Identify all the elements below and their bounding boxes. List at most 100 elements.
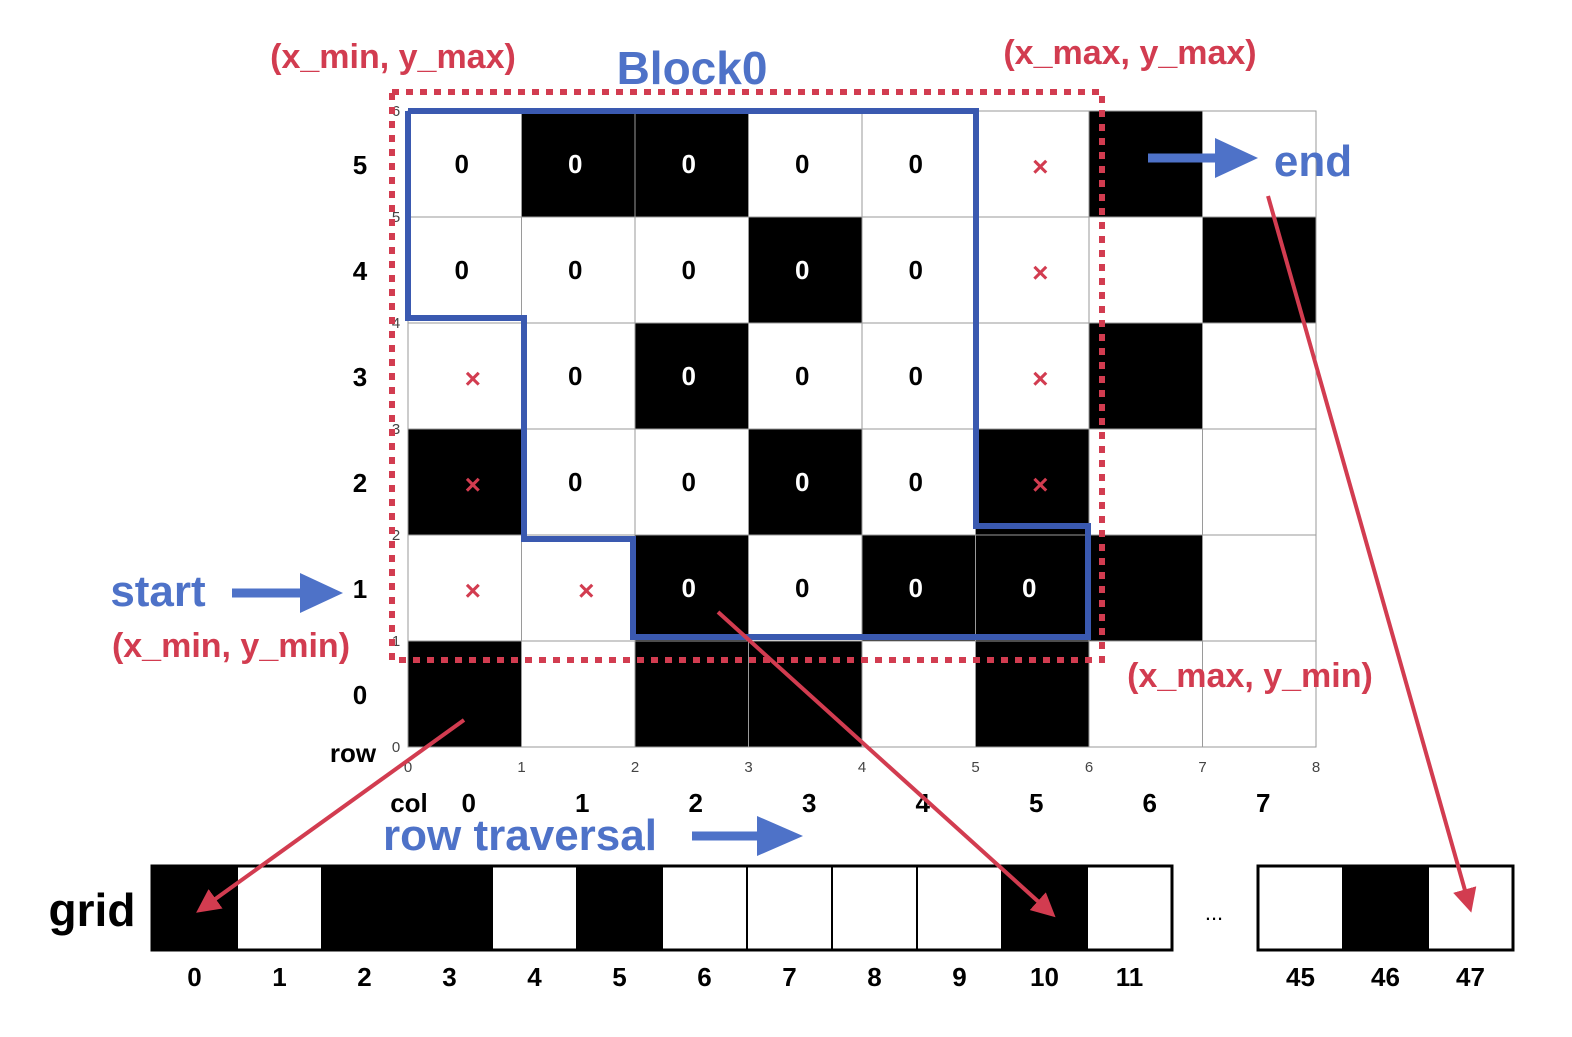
row-axis-title: row: [330, 738, 377, 768]
cell-mark-zero: 0: [795, 361, 809, 391]
x-tick-label: 5: [971, 759, 979, 776]
board-cell-r5-c5: [975, 110, 1090, 218]
board-cell-r3-c5: [975, 322, 1090, 430]
grid-array-cell: [576, 865, 663, 951]
grid-array-cell: [916, 865, 1003, 951]
y-tick-label: 2: [392, 527, 400, 544]
grid-array-cell: [1427, 865, 1514, 951]
cell-marks: 0 0 0 0 0 × 0 0 0 0 0 × × 0 0 0 0 × × 0 0 0 0 × × × 0 0 0 0: [455, 149, 1049, 606]
cell-mark-zero: 0: [682, 361, 696, 391]
grid-array-frame: [150, 864, 1174, 952]
cell-mark-zero: 0: [568, 361, 582, 391]
grid-array-index: 3: [442, 962, 456, 992]
board-cell-r5-c4: [861, 110, 976, 218]
board-cell-r0-c6: [1088, 640, 1203, 748]
x-tick-label: 2: [631, 759, 639, 776]
cell-mark-zero: 0: [909, 361, 923, 391]
board-cell-r1-c4: [861, 534, 976, 642]
cell-mark-visited: ×: [1032, 363, 1048, 394]
grid-array-index: 1: [272, 962, 286, 992]
board-cell-r1-c0: [407, 534, 522, 642]
grid-array-cell: [831, 865, 918, 951]
cell-mark-zero: 0: [909, 255, 923, 285]
cell-mark-visited: ×: [1032, 469, 1048, 500]
board-cell-r3-c2: [634, 322, 749, 430]
map-arrow-cell-47: [1266, 195, 1477, 913]
x-tick-label: 4: [858, 759, 866, 776]
board-cell-r5-c3: [748, 110, 863, 218]
x-tick-label: 8: [1312, 759, 1320, 776]
cell-mark-visited: ×: [465, 469, 481, 500]
board-cell-r0-c0: [407, 640, 522, 748]
row-label: 0: [353, 680, 367, 710]
board-cell-r0-c1: [521, 640, 636, 748]
y-tick-label: 0: [392, 739, 400, 756]
grid-array-index: 0: [187, 962, 201, 992]
end-label: end: [1274, 137, 1352, 186]
x-tick-label: 3: [744, 759, 752, 776]
cell-mark-zero: 0: [682, 467, 696, 497]
board-cell-r5-c6: [1088, 110, 1203, 218]
corner-label-bottom-right: (x_max, y_min): [1127, 657, 1373, 695]
grid-array-cell: [1086, 865, 1173, 951]
bounding-box: [389, 89, 1105, 663]
cell-mark-visited: ×: [1032, 257, 1048, 288]
cell-mark-zero: 0: [682, 255, 696, 285]
cell-mark-visited: ×: [465, 363, 481, 394]
cell-mark-zero: 0: [682, 149, 696, 179]
y-tick-label: 6: [392, 103, 400, 120]
grid-array-cell: [151, 865, 238, 951]
grid-array-cell: [1342, 865, 1429, 951]
col-label: 7: [1256, 788, 1270, 818]
grid-array-frame: [1256, 864, 1515, 952]
grid-array-index: 47: [1456, 962, 1485, 992]
grid-array-index: 10: [1030, 962, 1059, 992]
board-cell-r5-c1: [521, 110, 636, 218]
board-cell-r2-c2: [634, 428, 749, 536]
start-arrow: [232, 573, 343, 613]
cell-mark-zero: 0: [909, 149, 923, 179]
cell-mark-zero: 0: [568, 149, 582, 179]
overlay: [196, 89, 1477, 918]
corner-label-top-right: (x_max, y_max): [1003, 34, 1256, 72]
cell-mark-visited: ×: [578, 575, 594, 606]
cell-mark-zero: 0: [795, 149, 809, 179]
end-arrow: [1148, 138, 1258, 178]
board-cell-r4-c5: [975, 216, 1090, 324]
grid-array-cell: [1257, 865, 1344, 951]
row-label: 2: [353, 468, 367, 498]
x-tick-label: 0: [404, 759, 412, 776]
board-cell-r0-c5: [975, 640, 1090, 748]
x-tick-label: 7: [1198, 759, 1206, 776]
cell-mark-zero: 0: [909, 573, 923, 603]
row-traversal-arrow: [692, 816, 803, 856]
x-tick-label: 6: [1085, 759, 1093, 776]
grid-array-index: 5: [612, 962, 626, 992]
board-cells: [407, 110, 1317, 748]
board-cell-r2-c1: [521, 428, 636, 536]
col-label: 2: [689, 788, 703, 818]
labels: (x_min, y_max) (x_max, y_max) (x_min, y_…: [49, 34, 1373, 936]
col-label: 6: [1143, 788, 1157, 818]
cell-mark-zero: 0: [455, 149, 469, 179]
grid-array-index: 8: [867, 962, 881, 992]
x-tick-label: 1: [517, 759, 525, 776]
row-label: 1: [353, 574, 367, 604]
col-label: 1: [575, 788, 589, 818]
board-cell-r4-c4: [861, 216, 976, 324]
board-cell-r2-c4: [861, 428, 976, 536]
y-tick-label: 3: [392, 421, 400, 438]
board-cell-r4-c0: [407, 216, 522, 324]
block0-outline: [405, 108, 1091, 640]
row-label: 4: [353, 256, 368, 286]
row-traversal-label: row traversal: [383, 811, 657, 860]
grid-label: grid: [49, 884, 136, 936]
board-cell-r0-c7: [1202, 640, 1317, 748]
y-tick-label: 1: [392, 633, 400, 650]
grid-array-cell: [661, 865, 748, 951]
board-cell-r3-c3: [748, 322, 863, 430]
grid-array-index: 6: [697, 962, 711, 992]
